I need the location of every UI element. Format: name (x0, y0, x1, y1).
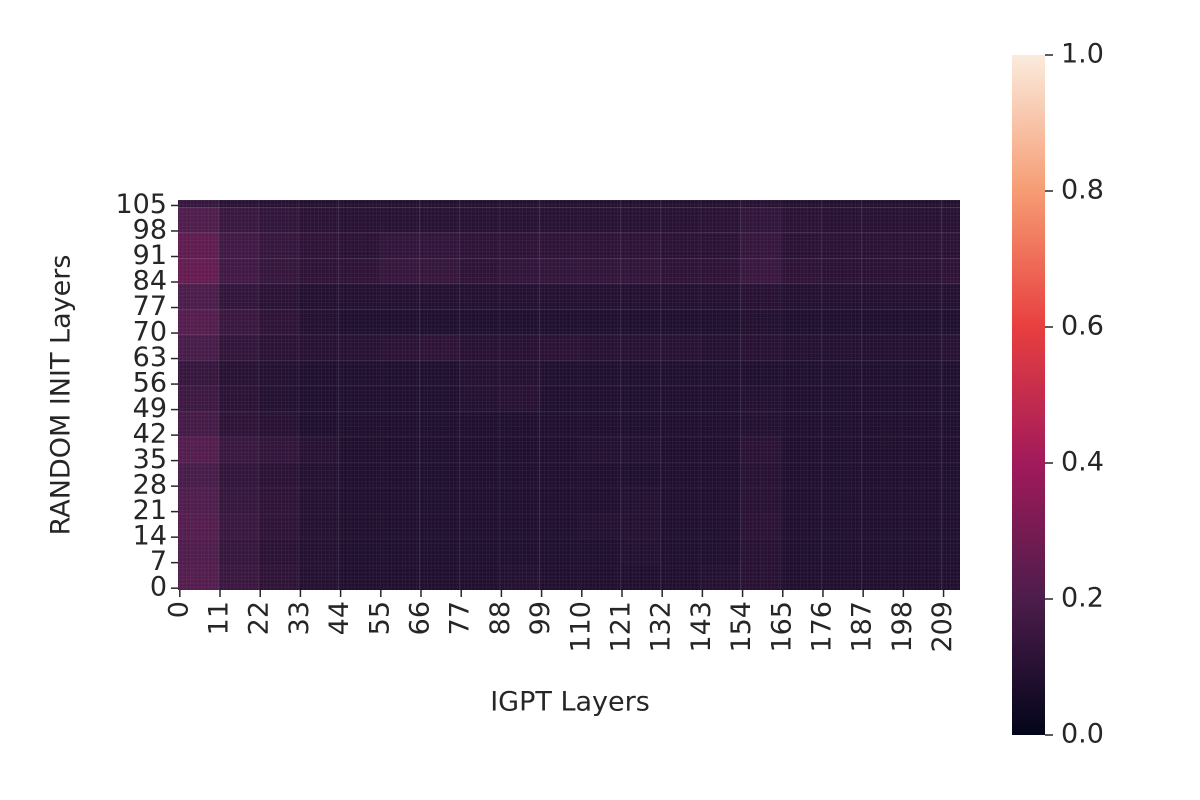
x-tick-label: 154 (726, 601, 757, 653)
colorbar (1012, 55, 1045, 735)
x-tick-label: 55 (364, 601, 395, 635)
colorbar-tick-label: 0.0 (1061, 719, 1104, 750)
x-tick-label: 88 (485, 601, 516, 635)
x-tick-label: 44 (324, 601, 355, 635)
colorbar-tick-label: 0.8 (1061, 175, 1104, 206)
y-tick-label: 77 (133, 291, 167, 322)
x-tick-label: 33 (284, 601, 315, 635)
x-tick-label: 66 (405, 601, 436, 635)
y-tick-label: 98 (133, 214, 167, 245)
x-tick-label: 110 (565, 601, 596, 653)
x-tick-label: 11 (204, 601, 235, 635)
y-tick-label: 70 (133, 317, 167, 348)
y-tick-label: 49 (133, 393, 167, 424)
x-tick-label: 187 (847, 601, 878, 653)
colorbar-tick-label: 1.0 (1061, 39, 1104, 70)
y-tick-label: 14 (133, 521, 167, 552)
x-tick-label: 209 (927, 601, 958, 653)
y-tick-label: 42 (133, 419, 167, 450)
y-tick-label: 91 (133, 240, 167, 271)
y-tick-label: 7 (150, 546, 167, 577)
x-tick-label: 0 (163, 601, 194, 618)
y-tick-label: 84 (133, 266, 167, 297)
cell-grid-overlay (178, 200, 960, 590)
x-tick-label: 143 (686, 601, 717, 653)
y-tick-label: 35 (133, 444, 167, 475)
x-tick-label: 165 (766, 601, 797, 653)
y-tick-label: 0 (150, 572, 167, 603)
y-tick-label: 105 (115, 189, 167, 220)
x-tick-label: 22 (244, 601, 275, 635)
y-axis-label: RANDOM INIT Layers (46, 255, 77, 536)
y-tick-label: 28 (133, 470, 167, 501)
y-tick-label: 56 (133, 368, 167, 399)
x-tick-label: 99 (525, 601, 556, 635)
colorbar-tick-label: 0.2 (1061, 583, 1104, 614)
x-tick-label: 132 (646, 601, 677, 653)
x-tick-label: 77 (445, 601, 476, 635)
x-tick-label: 198 (887, 601, 918, 653)
colorbar-tick-label: 0.4 (1061, 447, 1104, 478)
x-tick-label: 176 (806, 601, 837, 653)
x-axis-label: IGPT Layers (490, 687, 650, 718)
x-tick-label: 121 (605, 601, 636, 653)
y-tick-label: 21 (133, 495, 167, 526)
colorbar-tick-label: 0.6 (1061, 311, 1104, 342)
y-tick-label: 63 (133, 342, 167, 373)
